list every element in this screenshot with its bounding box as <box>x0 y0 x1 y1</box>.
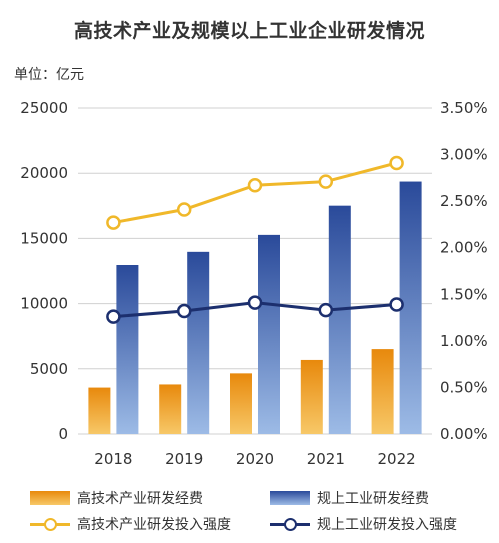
y2-tick-label: 0.00% <box>440 425 488 443</box>
y2-tick-label: 2.00% <box>440 239 488 257</box>
y-tick-label: 20000 <box>20 164 68 182</box>
legend-item-industry-intensity: 规上工业研发投入强度 <box>270 514 457 534</box>
bar-hightech-spend <box>230 373 252 434</box>
x-tick-label: 2021 <box>307 450 345 468</box>
point-hightech-intensity <box>176 202 192 217</box>
bar-industry-spend <box>187 251 210 434</box>
legend-swatch-hightech-spend <box>30 491 70 505</box>
bar-hightech-spend <box>300 359 323 434</box>
y2-tick-label: 1.50% <box>440 285 488 303</box>
y2-tick-label: 0.50% <box>440 378 488 396</box>
unit-label: 单位：亿元 <box>14 67 84 83</box>
point-industry-intensity <box>247 295 263 310</box>
chart-plot: 0 5000 10000 15000 20000 25000 0.00% 0.50% 1.00%… <box>20 99 488 468</box>
y-tick-label: 5000 <box>30 360 68 378</box>
legend-item-hightech-intensity: 高技术产业研发投入强度 <box>30 514 231 534</box>
legend-item-hightech-spend: 高技术产业研发经费 <box>30 488 203 508</box>
point-industry-intensity <box>176 303 192 319</box>
point-industry-intensity <box>318 302 334 318</box>
bar-industry-spend <box>116 265 139 434</box>
y2-tick-label: 3.50% <box>440 99 488 117</box>
legend-line-industry-intensity <box>270 517 310 531</box>
y-tick-label: 0 <box>58 425 68 443</box>
x-tick-label: 2019 <box>165 450 203 468</box>
y2-tick-label: 2.50% <box>440 192 488 210</box>
point-industry-intensity <box>106 309 121 324</box>
line-hightech-intensity <box>113 161 397 225</box>
y2-tick-label: 3.00% <box>440 146 488 164</box>
legend: 高技术产业研发经费 规上工业研发经费 高技术产业研发投入强度 规上工业研发投入强… <box>0 482 499 540</box>
y2-tick-label: 1.00% <box>440 332 488 350</box>
bar-industry-spend <box>328 205 351 434</box>
point-hightech-intensity <box>318 174 334 189</box>
bar-hightech-spend <box>159 384 182 434</box>
x-tick-label: 2022 <box>378 450 416 468</box>
legend-label: 规上工业研发投入强度 <box>317 517 457 533</box>
point-hightech-intensity <box>247 178 263 193</box>
bar-hightech-spend <box>88 387 111 434</box>
point-hightech-intensity <box>389 155 404 171</box>
x-tick-label: 2020 <box>236 450 274 468</box>
y-tick-label: 15000 <box>20 229 68 247</box>
legend-label: 高技术产业研发投入强度 <box>77 517 231 533</box>
point-hightech-intensity <box>106 215 121 230</box>
chart-title: 高技术产业及规模以上工业企业研发情况 <box>73 20 425 42</box>
legend-label: 高技术产业研发经费 <box>77 491 203 507</box>
legend-line-hightech-intensity <box>30 517 70 531</box>
bar-hightech-spend <box>371 349 394 434</box>
y-tick-label: 10000 <box>20 295 68 313</box>
y-tick-label: 25000 <box>20 99 68 117</box>
legend-item-industry-spend: 规上工业研发经费 <box>270 488 429 508</box>
legend-label: 规上工业研发经费 <box>317 491 429 507</box>
bar-industry-spend <box>258 234 280 434</box>
bar-industry-spend <box>399 181 422 434</box>
point-industry-intensity <box>389 297 404 312</box>
legend-swatch-industry-spend <box>270 491 310 505</box>
x-tick-label: 2018 <box>94 450 132 468</box>
